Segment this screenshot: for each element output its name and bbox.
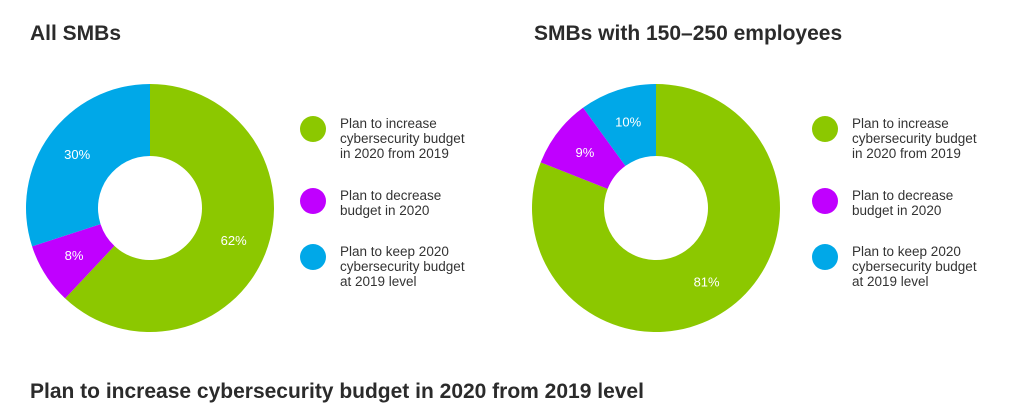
chart-panel-all-smbs: All SMBs 62% 8% 30% Plan to increase cyber… <box>0 0 512 360</box>
legend-label-increase: Plan to increase cybersecurity budget in… <box>340 116 465 161</box>
donut-slice-decrease <box>540 107 626 189</box>
legend-label-decrease: Plan to decrease budget in 2020 <box>340 188 442 218</box>
legend-item-keep: Plan to keep 2020 cybersecurity budget a… <box>812 244 1002 289</box>
legend-swatch-keep <box>812 244 838 270</box>
legend-label-increase: Plan to increase cybersecurity budget in… <box>852 116 977 161</box>
data-label-decrease: 8% <box>65 248 84 263</box>
legend-swatch-decrease <box>300 188 326 214</box>
legend-item-increase: Plan to increase cybersecurity budget in… <box>812 116 1002 161</box>
legend-swatch-increase <box>812 116 838 142</box>
chart-title: All SMBs <box>30 22 122 45</box>
legend-label-keep: Plan to keep 2020 cybersecurity budget a… <box>852 244 977 289</box>
data-label-decrease: 9% <box>575 145 594 160</box>
chart-panel-150-250: SMBs with 150–250 employees 81% 9% 10% Pla… <box>512 0 1024 360</box>
donut-slice-increase <box>532 84 780 332</box>
data-label-keep: 10% <box>615 114 641 129</box>
legend-swatch-decrease <box>812 188 838 214</box>
legend-label-decrease: Plan to decrease budget in 2020 <box>852 188 954 218</box>
donut-slice-keep <box>583 84 656 166</box>
legend-item-increase: Plan to increase cybersecurity budget in… <box>300 116 490 161</box>
data-label-keep: 30% <box>64 147 90 162</box>
data-label-increase: 62% <box>221 233 247 248</box>
donut-chart-150-250: 81% 9% 10% <box>532 84 780 332</box>
legend-swatch-increase <box>300 116 326 142</box>
donut-chart-all-smbs: 62% 8% 30% <box>25 84 275 332</box>
data-label-increase: 81% <box>694 274 720 289</box>
legend-item-decrease: Plan to decrease budget in 2020 <box>812 188 1002 218</box>
legend-item-keep: Plan to keep 2020 cybersecurity budget a… <box>300 244 490 289</box>
section-heading: Plan to increase cybersecurity budget in… <box>30 380 644 403</box>
donut-slice-increase <box>65 84 275 332</box>
legend-item-decrease: Plan to decrease budget in 2020 <box>300 188 490 218</box>
chart-title: SMBs with 150–250 employees <box>534 22 843 45</box>
donut-slice-keep <box>25 84 150 247</box>
donut-slice-decrease <box>32 224 115 299</box>
legend-label-keep: Plan to keep 2020 cybersecurity budget a… <box>340 244 465 289</box>
legend-swatch-keep <box>300 244 326 270</box>
